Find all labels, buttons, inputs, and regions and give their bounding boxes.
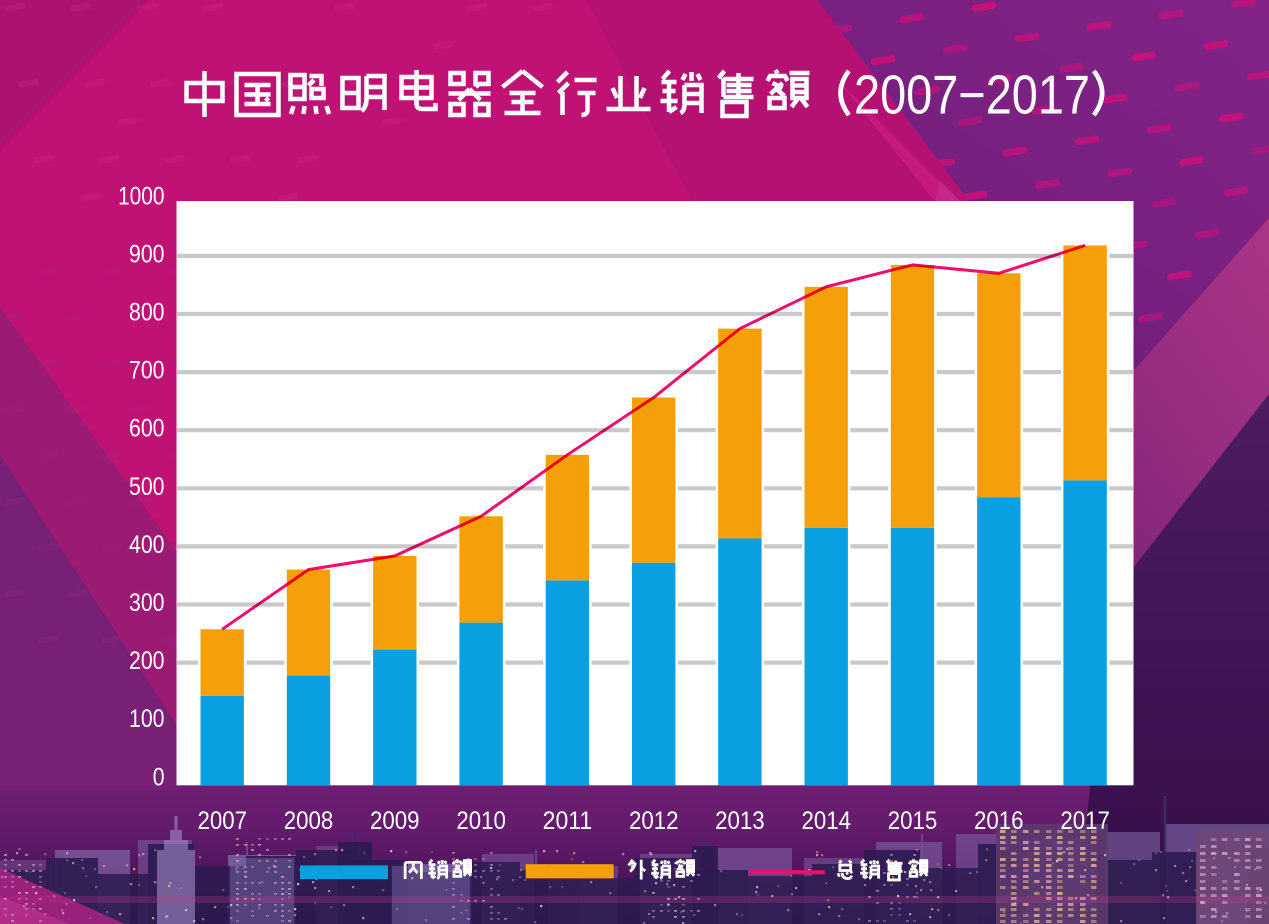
svg-text:100: 100 <box>129 705 165 733</box>
svg-text:2010: 2010 <box>456 807 506 835</box>
svg-text:2007: 2007 <box>197 807 247 835</box>
svg-text:600: 600 <box>129 415 165 443</box>
svg-text:2014: 2014 <box>801 807 851 835</box>
svg-text:2011: 2011 <box>543 807 593 835</box>
svg-text:700: 700 <box>129 357 165 385</box>
svg-text:2012: 2012 <box>629 807 679 835</box>
svg-text:2017: 2017 <box>1060 807 1110 835</box>
svg-text:1000: 1000 <box>118 182 165 210</box>
svg-text:2013: 2013 <box>715 807 765 835</box>
svg-text:2008: 2008 <box>284 807 334 835</box>
svg-text:800: 800 <box>129 299 165 327</box>
svg-text:500: 500 <box>129 473 165 501</box>
svg-text:200: 200 <box>129 647 165 675</box>
svg-text:2009: 2009 <box>370 807 420 835</box>
svg-text:900: 900 <box>129 240 165 268</box>
svg-text:2016: 2016 <box>974 807 1024 835</box>
svg-text:2015: 2015 <box>888 807 938 835</box>
svg-text:0: 0 <box>153 763 165 791</box>
svg-text:300: 300 <box>129 589 165 617</box>
svg-text:2007−2017: 2007−2017 <box>854 63 1090 125</box>
svg-text:400: 400 <box>129 531 165 559</box>
